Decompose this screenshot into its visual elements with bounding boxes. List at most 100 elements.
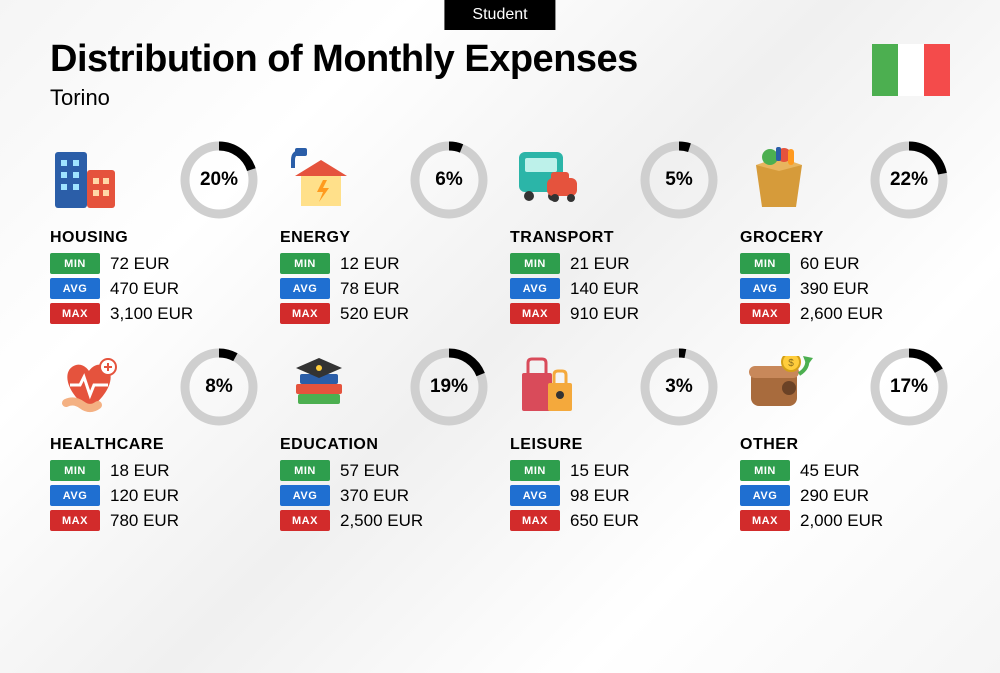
housing-icon	[50, 141, 128, 219]
stats-block: MIN 21 EUR AVG 140 EUR MAX 910 EUR	[510, 253, 720, 328]
stat-value-max: 2,000 EUR	[800, 511, 883, 531]
stats-block: MIN 18 EUR AVG 120 EUR MAX 780 EUR	[50, 460, 260, 535]
stat-value-max: 650 EUR	[570, 511, 639, 531]
stat-value-max: 780 EUR	[110, 511, 179, 531]
stat-badge-avg: AVG	[280, 278, 330, 299]
category-name: OTHER	[740, 436, 950, 454]
stat-row-avg: AVG 370 EUR	[280, 485, 490, 506]
stat-row-min: MIN 72 EUR	[50, 253, 260, 274]
stat-badge-avg: AVG	[510, 485, 560, 506]
category-card-energy: 6% ENERGY MIN 12 EUR AVG 78 EUR MAX 520 …	[280, 139, 490, 328]
stats-block: MIN 45 EUR AVG 290 EUR MAX 2,000 EUR	[740, 460, 950, 535]
percentage-donut: 6%	[408, 139, 490, 221]
energy-icon	[280, 141, 358, 219]
stat-row-min: MIN 18 EUR	[50, 460, 260, 481]
stat-badge-avg: AVG	[510, 278, 560, 299]
category-card-education: 19% EDUCATION MIN 57 EUR AVG 370 EUR MAX…	[280, 346, 490, 535]
stat-badge-max: MAX	[280, 303, 330, 324]
percentage-label: 20%	[200, 169, 238, 191]
country-flag-icon	[872, 44, 950, 96]
stat-row-min: MIN 45 EUR	[740, 460, 950, 481]
stat-row-min: MIN 15 EUR	[510, 460, 720, 481]
stat-badge-min: MIN	[510, 460, 560, 481]
education-icon	[280, 348, 358, 426]
stat-badge-avg: AVG	[740, 278, 790, 299]
stats-block: MIN 72 EUR AVG 470 EUR MAX 3,100 EUR	[50, 253, 260, 328]
stats-block: MIN 60 EUR AVG 390 EUR MAX 2,600 EUR	[740, 253, 950, 328]
stat-value-min: 18 EUR	[110, 461, 170, 481]
percentage-donut: 20%	[178, 139, 260, 221]
category-name: HEALTHCARE	[50, 436, 260, 454]
stat-badge-avg: AVG	[280, 485, 330, 506]
categories-grid: 20% HOUSING MIN 72 EUR AVG 470 EUR MAX 3…	[0, 111, 1000, 535]
stat-value-avg: 140 EUR	[570, 279, 639, 299]
stat-badge-max: MAX	[50, 510, 100, 531]
category-card-healthcare: 8% HEALTHCARE MIN 18 EUR AVG 120 EUR MAX…	[50, 346, 260, 535]
category-card-transport: 5% TRANSPORT MIN 21 EUR AVG 140 EUR MAX …	[510, 139, 720, 328]
category-name: LEISURE	[510, 436, 720, 454]
stat-value-avg: 78 EUR	[340, 279, 400, 299]
stat-row-min: MIN 57 EUR	[280, 460, 490, 481]
stat-row-max: MAX 2,000 EUR	[740, 510, 950, 531]
profile-badge: Student	[444, 0, 555, 30]
stat-row-min: MIN 21 EUR	[510, 253, 720, 274]
stat-row-avg: AVG 390 EUR	[740, 278, 950, 299]
stat-badge-max: MAX	[510, 303, 560, 324]
stat-row-avg: AVG 78 EUR	[280, 278, 490, 299]
stat-badge-max: MAX	[50, 303, 100, 324]
stat-badge-min: MIN	[50, 460, 100, 481]
stat-value-avg: 98 EUR	[570, 486, 630, 506]
category-name: ENERGY	[280, 229, 490, 247]
stat-badge-min: MIN	[740, 460, 790, 481]
stat-value-max: 2,500 EUR	[340, 511, 423, 531]
stats-block: MIN 15 EUR AVG 98 EUR MAX 650 EUR	[510, 460, 720, 535]
stat-badge-max: MAX	[740, 303, 790, 324]
percentage-label: 5%	[665, 169, 692, 191]
svg-text:$: $	[788, 358, 794, 369]
stat-value-avg: 290 EUR	[800, 486, 869, 506]
category-name: HOUSING	[50, 229, 260, 247]
stat-row-max: MAX 2,500 EUR	[280, 510, 490, 531]
percentage-donut: 17%	[868, 346, 950, 428]
percentage-label: 22%	[890, 169, 928, 191]
percentage-label: 17%	[890, 376, 928, 398]
stat-value-max: 910 EUR	[570, 304, 639, 324]
stat-value-min: 57 EUR	[340, 461, 400, 481]
stat-badge-min: MIN	[280, 460, 330, 481]
stat-row-max: MAX 650 EUR	[510, 510, 720, 531]
stat-row-min: MIN 60 EUR	[740, 253, 950, 274]
other-icon: $	[740, 348, 818, 426]
percentage-label: 8%	[205, 376, 232, 398]
stat-badge-min: MIN	[280, 253, 330, 274]
stat-value-min: 21 EUR	[570, 254, 630, 274]
stat-value-min: 60 EUR	[800, 254, 860, 274]
grocery-icon	[740, 141, 818, 219]
stat-badge-min: MIN	[740, 253, 790, 274]
city-name: Torino	[50, 85, 638, 111]
category-card-grocery: 22% GROCERY MIN 60 EUR AVG 390 EUR MAX 2…	[740, 139, 950, 328]
stat-row-max: MAX 2,600 EUR	[740, 303, 950, 324]
stat-value-avg: 120 EUR	[110, 486, 179, 506]
stat-row-avg: AVG 120 EUR	[50, 485, 260, 506]
stat-badge-avg: AVG	[740, 485, 790, 506]
transport-icon	[510, 141, 588, 219]
category-card-housing: 20% HOUSING MIN 72 EUR AVG 470 EUR MAX 3…	[50, 139, 260, 328]
stat-row-avg: AVG 470 EUR	[50, 278, 260, 299]
stat-value-max: 3,100 EUR	[110, 304, 193, 324]
category-card-other: $ 17% OTHER MIN 45 EUR AVG 290 EUR MAX 2…	[740, 346, 950, 535]
stat-value-avg: 370 EUR	[340, 486, 409, 506]
stat-badge-min: MIN	[510, 253, 560, 274]
stat-value-min: 12 EUR	[340, 254, 400, 274]
stat-badge-max: MAX	[740, 510, 790, 531]
percentage-label: 19%	[430, 376, 468, 398]
category-name: GROCERY	[740, 229, 950, 247]
category-name: TRANSPORT	[510, 229, 720, 247]
stat-value-max: 520 EUR	[340, 304, 409, 324]
percentage-donut: 22%	[868, 139, 950, 221]
stat-value-avg: 470 EUR	[110, 279, 179, 299]
stat-value-avg: 390 EUR	[800, 279, 869, 299]
stat-badge-max: MAX	[280, 510, 330, 531]
stat-row-max: MAX 780 EUR	[50, 510, 260, 531]
stats-block: MIN 57 EUR AVG 370 EUR MAX 2,500 EUR	[280, 460, 490, 535]
percentage-label: 6%	[435, 169, 462, 191]
